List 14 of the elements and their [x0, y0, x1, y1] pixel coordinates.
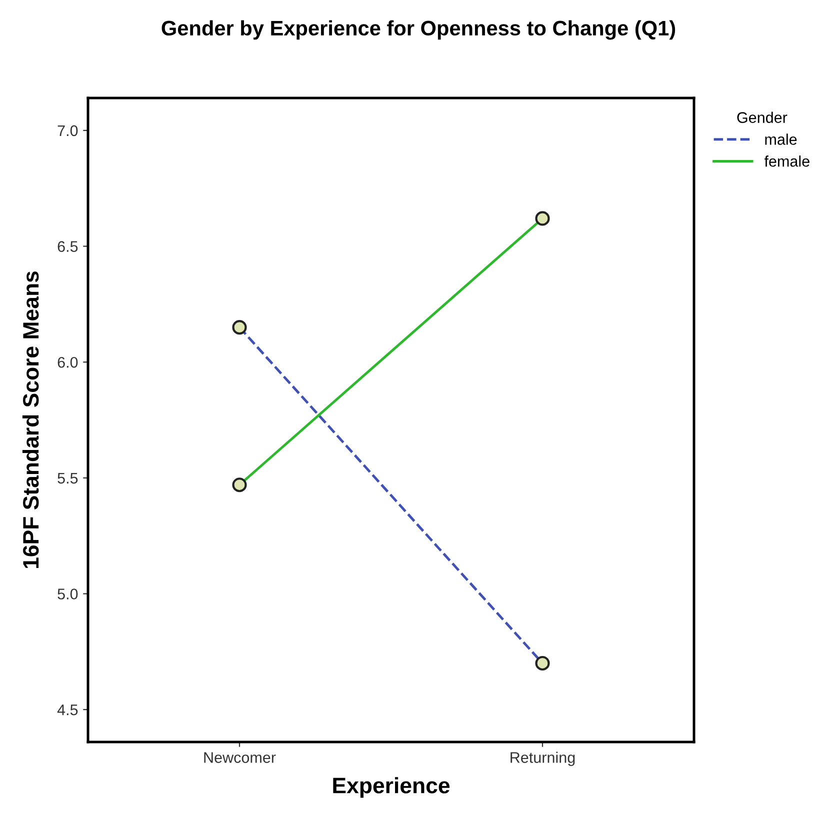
y-tick-label: 6.0 — [58, 356, 78, 368]
y-tick-label: 5.5 — [58, 472, 78, 484]
y-tick-label: 5.0 — [58, 588, 78, 600]
x-tick-label: Returning — [510, 752, 575, 766]
x-axis-title: Experience — [333, 777, 450, 798]
y-axis-title: 16PF Standard Score Means — [22, 271, 39, 568]
y-tick-label: 7.0 — [58, 125, 78, 136]
legend-title: Gender — [737, 112, 788, 123]
y-tick-label: 4.5 — [57, 704, 78, 716]
legend-label: male — [765, 134, 797, 145]
x-tick-label: Newcomer — [204, 752, 276, 763]
legend-label: female — [764, 156, 810, 167]
y-tick-label: 6.5 — [58, 241, 78, 252]
chart-title: Gender by Experience for Openness to Change (Q1) — [162, 20, 676, 40]
